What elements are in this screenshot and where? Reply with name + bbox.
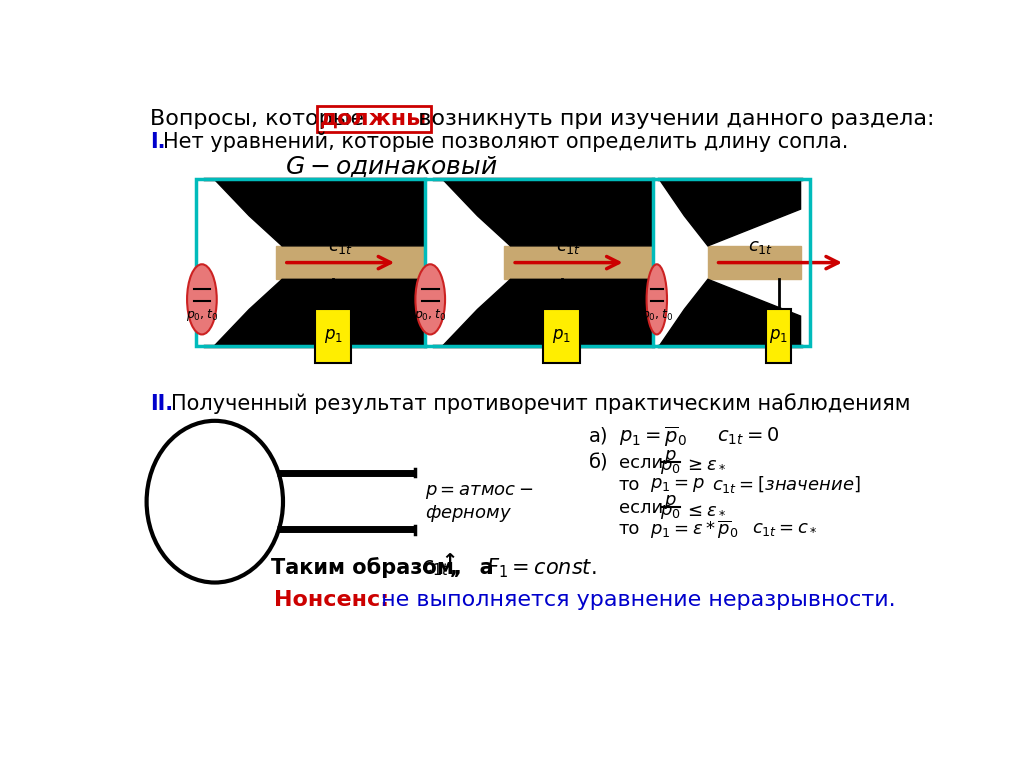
Text: $F_1 = const.$: $F_1 = const.$ [486, 556, 597, 580]
Text: возникнуть при изучении данного раздела:: возникнуть при изучении данного раздела: [403, 109, 935, 129]
Text: I.: I. [150, 132, 165, 152]
Text: не выполняется уравнение неразрывности.: не выполняется уравнение неразрывности. [375, 591, 896, 611]
Text: $\geq \varepsilon_*$: $\geq \varepsilon_*$ [684, 453, 727, 471]
Text: ,   а: , а [451, 558, 494, 578]
Text: то: то [618, 520, 640, 538]
Text: если: если [618, 454, 663, 472]
Text: $p$: $p$ [665, 493, 677, 512]
Text: $\leq \varepsilon_*$: $\leq \varepsilon_*$ [684, 499, 727, 517]
Text: б): б) [589, 453, 608, 472]
Text: $ферному$: $ферному$ [425, 502, 512, 524]
Ellipse shape [187, 265, 217, 334]
Text: $c_{1t}$: $c_{1t}$ [556, 239, 582, 256]
Ellipse shape [146, 421, 283, 582]
Text: $c_{1t}$: $c_{1t}$ [749, 239, 773, 256]
Text: $p_0,t_0$: $p_0,t_0$ [641, 307, 673, 323]
Text: $p_1$: $p_1$ [324, 327, 343, 345]
Text: $G-одинаковый$: $G-одинаковый$ [285, 155, 498, 179]
Text: $c_{1t} = 0$: $c_{1t} = 0$ [717, 426, 779, 447]
Text: Вопросы, которые: Вопросы, которые [150, 109, 378, 129]
Ellipse shape [416, 265, 445, 334]
Polygon shape [659, 279, 801, 346]
Text: должны: должны [321, 109, 427, 129]
Text: $p_0,t_0$: $p_0,t_0$ [185, 307, 218, 323]
Text: Полученный результат противоречит практическим наблюдениям: Полученный результат противоречит практи… [171, 393, 910, 414]
Text: $p_0$: $p_0$ [660, 458, 681, 476]
Bar [708, 246, 801, 279]
Bar [505, 246, 653, 279]
Text: $\overline{p}_0 = const$: $\overline{p}_0 = const$ [145, 493, 239, 515]
Text: Нонсенс:: Нонсенс: [273, 591, 389, 611]
Bar [315, 309, 351, 363]
Text: то: то [618, 476, 640, 494]
Polygon shape [214, 279, 425, 346]
Text: $p_1 = \varepsilon * \overline{p}_0$: $p_1 = \varepsilon * \overline{p}_0$ [649, 518, 738, 541]
Text: $p_1$: $p_1$ [552, 327, 571, 345]
Text: $p_1 = p$: $p_1 = p$ [649, 476, 705, 494]
Text: Таким образом,: Таким образом, [271, 558, 462, 578]
Text: $p_1 = \overline{p}_0$: $p_1 = \overline{p}_0$ [618, 424, 686, 449]
Text: $p = атмос -$: $p = атмос -$ [425, 483, 534, 502]
Polygon shape [442, 179, 653, 246]
Ellipse shape [646, 265, 667, 334]
Text: Нет уравнений, которые позволяют определить длину сопла.: Нет уравнений, которые позволяют определ… [163, 132, 848, 153]
Bar [197, 179, 810, 346]
Text: $p_0$: $p_0$ [660, 503, 681, 522]
Text: ↑: ↑ [441, 552, 458, 571]
Polygon shape [442, 279, 653, 346]
Text: $c_{1t}$: $c_{1t}$ [421, 558, 450, 578]
Text: $p$: $p$ [665, 448, 677, 466]
Bar [276, 246, 425, 279]
Bar [197, 179, 810, 346]
Bar [544, 309, 580, 363]
Text: $c_{1t}$: $c_{1t}$ [328, 239, 353, 256]
Text: $p_1$: $p_1$ [769, 327, 788, 345]
Text: а): а) [589, 426, 608, 446]
Text: $c_{1t} = [значение]$: $c_{1t} = [значение]$ [712, 474, 860, 495]
Polygon shape [214, 179, 425, 246]
Text: $p_0,t_0$: $p_0,t_0$ [414, 307, 446, 323]
Bar [766, 309, 792, 363]
Text: если: если [618, 499, 663, 517]
Text: $c_{1t} = c_*$: $c_{1t} = c_*$ [752, 520, 817, 538]
Polygon shape [659, 179, 801, 246]
Text: II.: II. [150, 394, 173, 414]
